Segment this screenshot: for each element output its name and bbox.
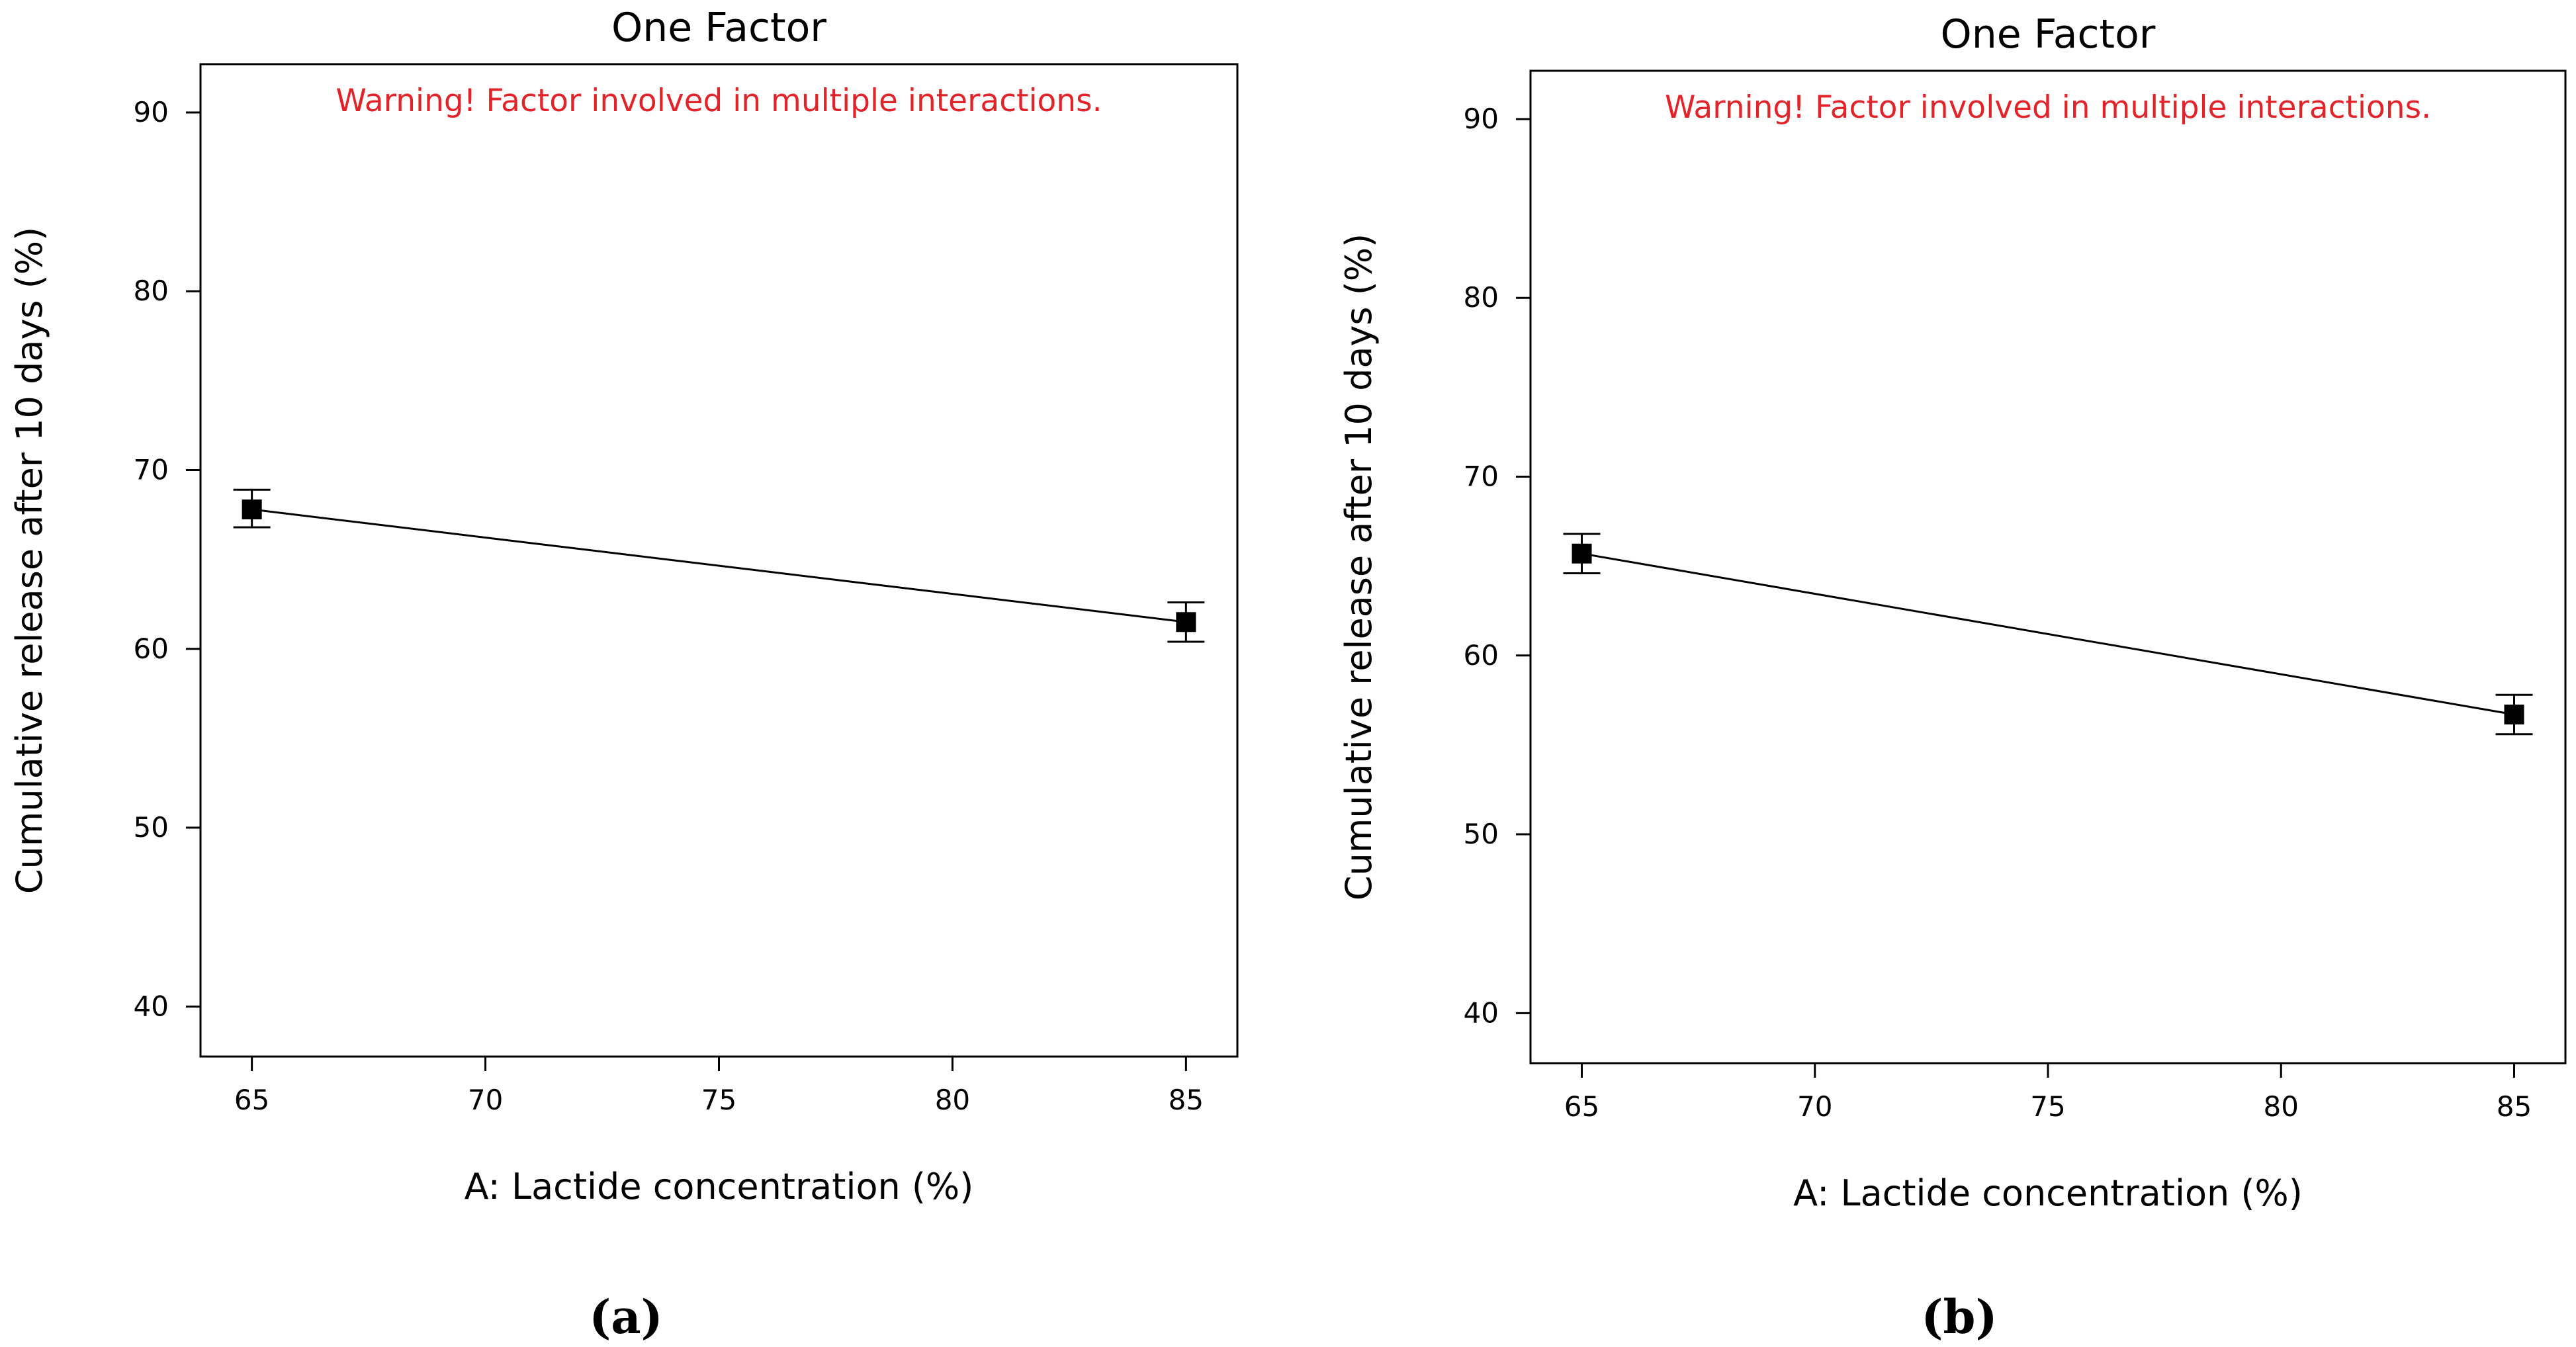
y-tick-label: 50 xyxy=(134,811,169,844)
x-tick-label: 75 xyxy=(2030,1090,2065,1123)
series-line xyxy=(251,508,1186,623)
panel-label: (b) xyxy=(1921,1289,1997,1344)
x-tick-label: 65 xyxy=(1564,1090,1599,1123)
panel-a: One Factor Warning! Factor involved in mu… xyxy=(9,5,1239,1344)
y-tick-label: 70 xyxy=(134,454,169,486)
x-tick-label: 75 xyxy=(701,1084,736,1116)
y-tick-label: 40 xyxy=(1464,996,1499,1029)
plot-frame xyxy=(1529,69,2567,1065)
warning-text: Warning! Factor involved in multiple int… xyxy=(335,83,1102,119)
x-axis-label: A: Lactide concentration (%) xyxy=(465,1166,974,1207)
x-tick-label: 70 xyxy=(1797,1090,1832,1123)
chart-title: One Factor xyxy=(1941,11,2156,58)
y-tick-label: 60 xyxy=(1464,639,1499,672)
series-line xyxy=(1581,552,2514,716)
panel-label: (a) xyxy=(589,1289,663,1344)
plot-frame xyxy=(199,63,1239,1058)
y-tick-label: 90 xyxy=(134,96,169,128)
data-point xyxy=(242,499,262,519)
chart-title: One Factor xyxy=(611,5,826,51)
x-tick-label: 65 xyxy=(234,1084,269,1116)
y-tick-label: 60 xyxy=(134,632,169,665)
data-point xyxy=(1176,612,1196,632)
data-point xyxy=(2504,704,2524,724)
y-tick-label: 50 xyxy=(1464,818,1499,850)
y-tick-label: 40 xyxy=(134,990,169,1022)
x-tick-label: 70 xyxy=(468,1084,503,1116)
y-axis-label: Cumulative release after 10 days (%) xyxy=(1338,234,1380,900)
y-axis-label: Cumulative release after 10 days (%) xyxy=(9,227,50,894)
data-point xyxy=(1572,543,1592,564)
x-tick-label: 80 xyxy=(2264,1090,2299,1123)
y-tick-label: 80 xyxy=(1464,281,1499,314)
x-tick-label: 85 xyxy=(1169,1084,1204,1116)
y-tick-label: 80 xyxy=(134,275,169,307)
y-tick-label: 70 xyxy=(1464,460,1499,493)
warning-text: Warning! Factor involved in multiple int… xyxy=(1665,89,2431,126)
y-tick-label: 90 xyxy=(1464,103,1499,135)
x-tick-label: 80 xyxy=(935,1084,970,1116)
x-axis-label: A: Lactide concentration (%) xyxy=(1793,1172,2303,1214)
x-tick-label: 85 xyxy=(2497,1090,2532,1123)
panel-b: One Factor Warning! Factor involved in mu… xyxy=(1338,11,2567,1344)
